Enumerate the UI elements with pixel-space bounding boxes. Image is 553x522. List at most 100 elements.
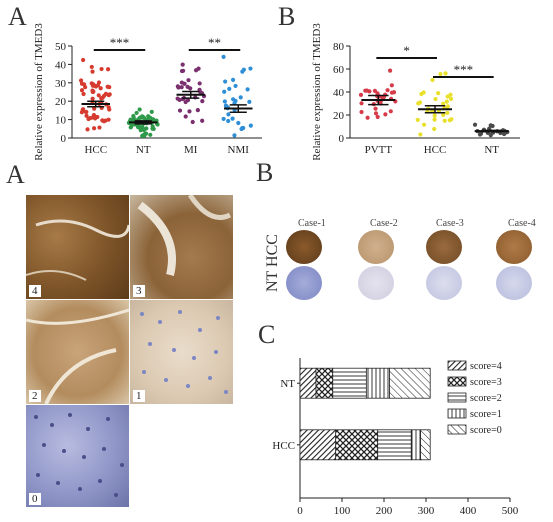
data-point <box>80 107 86 112</box>
data-point <box>227 86 232 91</box>
data-point <box>364 88 370 93</box>
stacked-bar-chart-c: 0 100 200 300 400 500 NT HCC score=4 score=3 score… <box>272 358 519 517</box>
data-point <box>155 122 160 127</box>
data-point <box>472 122 478 127</box>
data-point <box>373 106 378 111</box>
data-point <box>179 68 185 74</box>
ihc-texture <box>26 308 129 404</box>
data-point <box>90 69 95 74</box>
data-point <box>372 88 378 93</box>
ihc-tile-score-3: 3 <box>130 195 233 299</box>
ihc-texture <box>137 195 232 276</box>
legend-swatch <box>447 360 467 371</box>
data-point <box>490 123 495 129</box>
data-point <box>177 108 183 113</box>
data-point <box>90 88 95 93</box>
data-point <box>418 132 423 137</box>
data-point <box>441 101 446 106</box>
data-point <box>359 109 364 115</box>
data-point <box>438 71 443 77</box>
data-point <box>100 95 105 100</box>
legend-swatch <box>447 408 467 419</box>
y-axis-label: Relative expression of TMED3 <box>311 23 323 160</box>
legend-label: score=3 <box>470 377 502 388</box>
data-point <box>106 105 111 110</box>
tma-case-label: Case-1 <box>298 218 326 229</box>
data-point <box>190 119 195 125</box>
data-point <box>501 131 507 137</box>
data-point <box>97 125 102 130</box>
y-tick-label: 0 <box>339 133 345 145</box>
data-point <box>200 98 205 104</box>
legend-swatch <box>447 392 467 403</box>
y-axis-label: Relative expression of TMED3 <box>33 23 45 160</box>
data-point <box>92 126 97 131</box>
data-point <box>375 114 380 120</box>
data-point <box>385 88 390 93</box>
data-point <box>92 116 98 121</box>
data-point <box>96 93 101 98</box>
x-tick-label: MI <box>184 144 198 156</box>
data-point <box>187 109 192 114</box>
data-point <box>359 101 364 106</box>
tma-core-nt-2 <box>358 266 394 300</box>
y-tick-label: 80 <box>333 41 345 53</box>
data-point <box>186 78 191 83</box>
y-tick-label: 40 <box>333 87 345 99</box>
data-point <box>195 108 200 113</box>
data-point <box>179 85 184 90</box>
ihc-texture <box>34 413 124 497</box>
data-point <box>98 86 103 91</box>
x-tick-label: 300 <box>418 505 435 517</box>
bar-segment <box>420 429 431 461</box>
y-tick-label: NT <box>280 378 295 390</box>
data-point <box>84 113 89 118</box>
data-point <box>444 99 449 104</box>
data-point <box>373 111 379 116</box>
data-point <box>221 116 226 122</box>
ihc-texture <box>26 219 129 281</box>
x-tick-label: 100 <box>334 505 351 517</box>
data-point <box>445 104 451 109</box>
tma-case-label: Case-2 <box>370 218 398 229</box>
x-tick-label: HCC <box>84 144 107 156</box>
y-tick-label: 30 <box>55 78 67 90</box>
data-point <box>91 113 97 118</box>
data-point <box>144 126 149 131</box>
data-point <box>79 81 85 86</box>
data-point <box>188 86 193 91</box>
x-tick-label: 200 <box>376 505 393 517</box>
data-point <box>137 124 142 129</box>
ihc-score-label: 2 <box>29 390 41 402</box>
data-point <box>236 120 241 126</box>
legend-label: score=4 <box>470 361 502 372</box>
x-tick-label: 400 <box>460 505 477 517</box>
y-tick-label: 60 <box>333 64 345 76</box>
data-point <box>81 57 86 63</box>
data-point <box>90 96 95 101</box>
data-point <box>389 83 394 88</box>
data-point <box>106 93 111 98</box>
data-point <box>231 97 236 102</box>
data-point <box>248 66 253 71</box>
data-point <box>445 110 450 115</box>
x-tick-label: NT <box>136 144 151 156</box>
data-point <box>134 110 139 116</box>
tma-core-nt-4 <box>496 266 532 300</box>
data-point <box>175 96 180 101</box>
data-point <box>84 109 89 115</box>
data-point <box>417 100 423 105</box>
data-point <box>105 67 111 72</box>
data-point <box>388 109 393 114</box>
data-point <box>248 123 253 128</box>
data-point <box>149 109 154 115</box>
data-point <box>197 81 202 86</box>
tma-core-nt-1 <box>286 266 322 300</box>
data-point <box>137 107 142 112</box>
bar-segment <box>315 367 334 399</box>
bar-segment <box>299 367 317 399</box>
data-point <box>432 117 437 122</box>
x-tick-label: PVTT <box>365 144 393 156</box>
bar-segment <box>377 429 412 461</box>
data-point <box>81 91 86 97</box>
